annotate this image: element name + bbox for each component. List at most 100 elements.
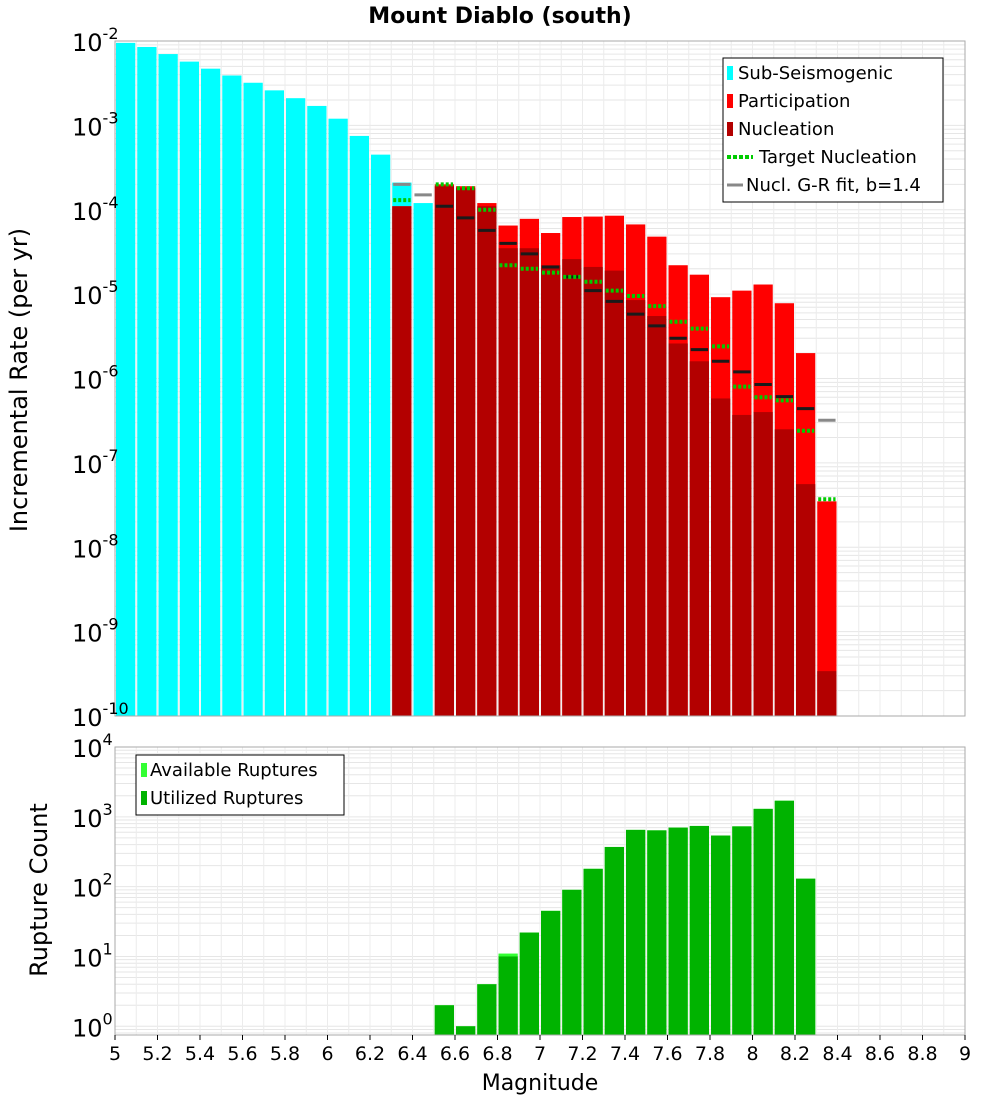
x-tick-label: 6 (321, 1043, 333, 1065)
tick-base: 10 (72, 113, 103, 141)
chart-title: Mount Diablo (south) (368, 4, 631, 29)
legend-swatch-participation (727, 94, 733, 108)
x-tick-label: 7.6 (652, 1043, 682, 1065)
count-grid (114, 747, 966, 1035)
x-tick-label: 5 (109, 1043, 121, 1065)
rate-y-tick-label: 10-5 (72, 277, 119, 310)
rate-legend: Sub-Seismogenic Participation Nucleation… (722, 57, 944, 203)
rate-y-axis-label: Incremental Rate (per yr) (5, 228, 33, 532)
nucleation-bar (817, 671, 837, 716)
tick-base: 10 (72, 805, 103, 833)
tick-base: 10 (72, 875, 103, 903)
rate-y-tick-label: 10-2 (72, 24, 119, 57)
count-y-tick-label: 103 (72, 800, 113, 833)
utilized-ruptures-bar (604, 846, 624, 1035)
x-tick-label: 7.4 (610, 1043, 640, 1065)
tick-base: 10 (72, 29, 103, 57)
tick-exponent: -10 (103, 699, 129, 718)
nucleation-bar (434, 186, 454, 716)
tick-exponent: -8 (103, 530, 119, 549)
sub-seismogenic-bar (201, 68, 221, 716)
utilized-ruptures-bar (711, 835, 731, 1035)
sub-seismogenic-bar (179, 61, 199, 716)
count-legend-box (135, 754, 345, 816)
x-tick-label: 6.6 (440, 1043, 470, 1065)
legend-swatch-nucleation (727, 122, 733, 136)
nucleation-bar (626, 300, 646, 716)
x-tick-label: 5.8 (270, 1043, 300, 1065)
sub-seismogenic-bar (307, 105, 327, 717)
sub-seismogenic-bar (222, 75, 242, 717)
count-y-tick-label: 102 (72, 870, 113, 903)
tick-exponent: -6 (103, 362, 119, 381)
utilized-ruptures-bar (626, 829, 646, 1035)
nucleation-bar (562, 259, 582, 716)
tick-exponent: 3 (103, 800, 113, 819)
utilized-ruptures-bar (753, 808, 773, 1035)
participation-bar (817, 501, 837, 716)
legend-label-available: Available Ruptures (150, 760, 318, 781)
tick-base: 10 (72, 1014, 103, 1042)
rate-legend-box (722, 57, 944, 203)
x-tick-label: 7.2 (567, 1043, 597, 1065)
tick-base: 10 (72, 620, 103, 648)
sub-seismogenic-bar (328, 118, 348, 716)
sub-seismogenic-bar (243, 82, 263, 716)
legend-label-sub-seismogenic: Sub-Seismogenic (738, 63, 893, 84)
utilized-ruptures-bar (583, 868, 603, 1035)
count-x-ticks: 5 5.2 5.4 5.6 5.8 6 6.2 6.4 6.6 6.8 7 7.2 7.4 7.6 7.8 8… (109, 1035, 971, 1065)
nucleation-bar (753, 412, 773, 716)
tick-exponent: -3 (103, 108, 119, 127)
x-tick-label: 7.8 (695, 1043, 725, 1065)
sub-seismogenic-bar (371, 154, 391, 716)
x-tick-label: 5.6 (227, 1043, 257, 1065)
legend-label-gr-fit: Nucl. G-R fit, b=1.4 (746, 175, 921, 196)
tick-base: 10 (72, 367, 103, 395)
x-tick-label: 8.6 (865, 1043, 895, 1065)
nucleation-bar (456, 188, 476, 717)
x-tick-label: 8.4 (822, 1043, 852, 1065)
tick-exponent: 4 (103, 730, 113, 749)
legend-label-utilized: Utilized Ruptures (150, 788, 303, 809)
legend-label-target-nucleation: Target Nucleation (758, 147, 917, 168)
count-y-axis-label: Rupture Count (25, 803, 53, 977)
nucleation-bar (774, 429, 794, 716)
nucleation-bar (711, 398, 731, 716)
tick-exponent: -7 (103, 446, 119, 465)
nucleation-bar (519, 248, 539, 717)
rate-y-tick-label: 10-9 (72, 615, 119, 648)
rate-y-tick-label: 10-8 (72, 530, 119, 563)
tick-exponent: 0 (103, 1009, 113, 1028)
count-y-tick-label: 104 (72, 730, 113, 763)
tick-exponent: -5 (103, 277, 119, 296)
utilized-ruptures-bar (498, 956, 518, 1035)
x-tick-label: 5.2 (142, 1043, 172, 1065)
nucleation-bar (796, 484, 816, 716)
utilized-ruptures-bar (477, 984, 497, 1035)
legend-swatch-available (141, 763, 147, 777)
count-y-tick-label: 101 (72, 939, 113, 972)
utilized-ruptures-bar (456, 1026, 476, 1035)
tick-exponent: 1 (103, 939, 113, 958)
rate-segments (393, 182, 836, 502)
utilized-ruptures-bar (796, 878, 816, 1035)
utilized-ruptures-bar (562, 889, 582, 1035)
rate-y-tick-label: 10-6 (72, 362, 119, 395)
utilized-ruptures-bar (774, 800, 794, 1035)
x-tick-label: 8 (746, 1043, 758, 1065)
legend-label-nucleation: Nucleation (738, 119, 834, 140)
x-tick-label: 6.8 (482, 1043, 512, 1065)
nucleation-bar (647, 316, 667, 716)
x-tick-label: 5.4 (185, 1043, 215, 1065)
rate-y-tick-label: 10-3 (72, 108, 119, 141)
tick-exponent: 2 (103, 870, 113, 889)
rate-y-tick-label: 10-4 (72, 193, 119, 226)
sub-seismogenic-bar (413, 203, 433, 716)
nucleation-bar (477, 206, 497, 716)
x-tick-label: 6.4 (397, 1043, 427, 1065)
count-bars (434, 800, 816, 1035)
nucleation-bar (541, 265, 561, 716)
tick-base: 10 (72, 198, 103, 226)
x-tick-label: 9 (959, 1043, 971, 1065)
